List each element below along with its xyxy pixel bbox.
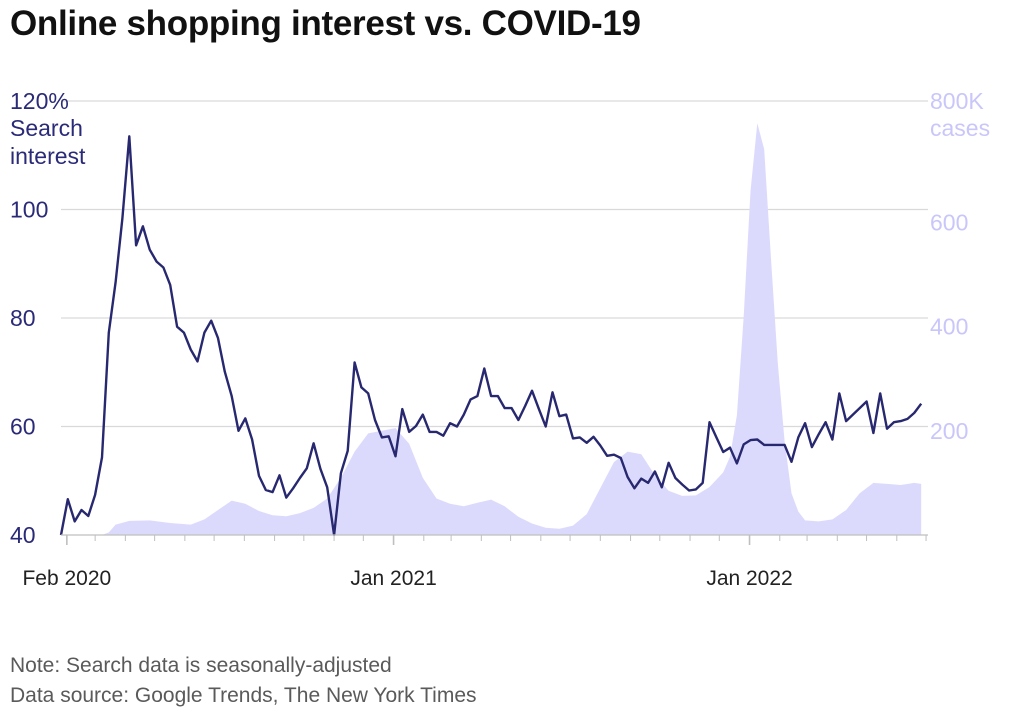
left-tick-label: 60 bbox=[10, 414, 36, 440]
left-axis-title: Search bbox=[10, 115, 83, 141]
left-tick-label: 80 bbox=[10, 305, 36, 331]
data-source: Data source: Google Trends, The New York… bbox=[10, 684, 477, 707]
left-tick-label: 100 bbox=[10, 197, 48, 223]
left-axis-top-label: 120% bbox=[10, 88, 69, 114]
x-tick-label: Jan 2022 bbox=[706, 567, 792, 590]
x-tick-label: Jan 2021 bbox=[350, 567, 436, 590]
axes: Feb 2020 Jan 2021 Jan 2022 120%Searchintere… bbox=[10, 88, 990, 590]
chart-title: Online shopping interest vs. COVID-19 bbox=[10, 4, 641, 43]
cases-area bbox=[61, 123, 922, 535]
right-axis-title: cases bbox=[930, 115, 990, 141]
right-tick-label: 400 bbox=[930, 314, 968, 340]
left-axis-title: interest bbox=[10, 143, 86, 169]
seasonal-note: Note: Search data is seasonally-adjusted bbox=[10, 654, 392, 677]
search-interest-line bbox=[59, 135, 923, 537]
right-tick-label: 600 bbox=[930, 209, 968, 235]
right-axis-top-label: 800K bbox=[930, 88, 984, 114]
search-line-layer bbox=[59, 135, 923, 537]
x-tick-label: Feb 2020 bbox=[22, 567, 111, 590]
left-tick-label: 40 bbox=[10, 522, 36, 548]
cases-area-layer bbox=[61, 123, 922, 535]
right-tick-label: 200 bbox=[930, 418, 968, 444]
gridlines bbox=[61, 100, 928, 428]
